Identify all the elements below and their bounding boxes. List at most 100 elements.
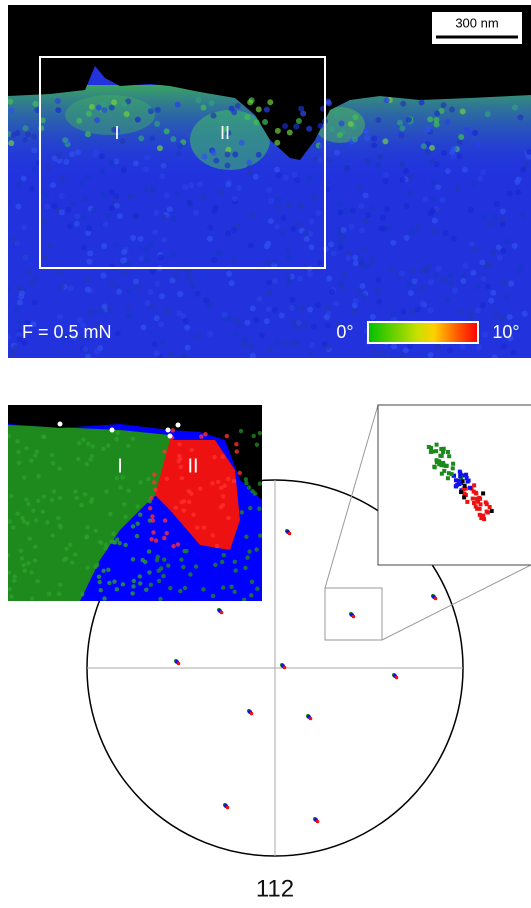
pixel — [458, 474, 462, 478]
pixel — [372, 349, 378, 355]
pixel — [168, 351, 174, 357]
pixel — [121, 101, 127, 107]
pixel — [17, 460, 21, 464]
pixel — [516, 268, 522, 274]
pixel — [477, 176, 483, 182]
pixel — [457, 139, 463, 145]
pixel — [158, 597, 162, 601]
pixel — [307, 306, 313, 312]
pole — [220, 611, 224, 615]
pixel — [458, 470, 462, 474]
pixel — [41, 254, 47, 260]
pixel — [439, 197, 445, 203]
pixel — [265, 259, 271, 265]
pixel — [266, 187, 272, 193]
pixel — [304, 236, 310, 242]
pixel — [363, 218, 369, 224]
pixel — [437, 459, 441, 463]
pixel — [94, 529, 98, 533]
pixel — [308, 349, 314, 355]
pixel — [329, 126, 335, 132]
pixel — [189, 283, 195, 289]
pixel — [337, 239, 343, 245]
pixel — [147, 570, 151, 574]
pixel — [6, 199, 12, 205]
pixel — [155, 558, 159, 562]
pixel — [434, 449, 438, 453]
pixel — [235, 103, 241, 109]
pixel — [463, 484, 467, 488]
pixel — [33, 101, 39, 107]
pixel — [113, 242, 119, 248]
pixel — [161, 237, 167, 243]
pixel — [248, 243, 254, 249]
pixel — [363, 192, 369, 198]
pixel — [69, 151, 75, 157]
pixel — [447, 272, 453, 278]
pixel — [247, 99, 253, 105]
pixel — [26, 561, 30, 565]
pixel — [468, 315, 474, 321]
pixel — [97, 574, 101, 578]
pixel — [143, 247, 149, 253]
pixel — [59, 209, 65, 215]
pixel — [211, 533, 215, 537]
pixel — [59, 284, 65, 290]
colorbar-max: 10° — [492, 322, 519, 342]
pixel — [52, 489, 56, 493]
pixel — [33, 558, 37, 562]
page: I II 300 nm F = 0.5 mN 0° 10° 112 I II (… — [0, 0, 531, 908]
pixel — [50, 182, 56, 188]
pixel — [352, 136, 358, 142]
pixel — [225, 434, 229, 438]
pixel — [73, 552, 77, 556]
pixel — [318, 123, 324, 129]
pixel — [399, 125, 405, 131]
pixel — [451, 466, 455, 470]
pixel — [430, 208, 436, 214]
pixel — [33, 453, 37, 457]
pixel — [232, 332, 238, 338]
pixel — [365, 263, 371, 269]
marker — [58, 422, 63, 427]
pixel — [202, 154, 208, 160]
pixel — [481, 214, 487, 220]
pole — [309, 717, 313, 721]
pixel — [42, 494, 46, 498]
pixel — [469, 241, 475, 247]
pixel — [154, 315, 160, 321]
pixel — [101, 192, 107, 198]
pixel — [298, 106, 304, 112]
pixel — [359, 227, 365, 233]
pixel — [339, 121, 345, 127]
pixel — [36, 474, 40, 478]
pixel — [177, 442, 181, 446]
pixel — [164, 128, 170, 134]
pixel — [140, 558, 144, 562]
pixel — [31, 134, 37, 140]
pixel — [390, 311, 396, 317]
pixel — [272, 307, 278, 313]
pixel — [360, 262, 366, 268]
pixel — [452, 287, 458, 293]
pixel — [81, 245, 87, 251]
pixel — [8, 108, 14, 114]
pixel — [138, 480, 142, 484]
pixel — [430, 450, 434, 454]
pixel — [104, 489, 108, 493]
pixel — [154, 350, 160, 356]
pixel — [302, 322, 308, 328]
pixel — [480, 276, 486, 282]
pixel — [496, 244, 502, 250]
pixel — [420, 300, 426, 306]
pixel — [425, 149, 431, 155]
pixel — [258, 533, 262, 537]
pixel — [150, 186, 156, 192]
pixel — [101, 107, 107, 113]
pixel — [119, 485, 123, 489]
pixel — [388, 267, 394, 273]
pixel — [285, 248, 291, 254]
pixel — [306, 175, 312, 181]
pixel — [82, 346, 88, 352]
pixel — [468, 207, 474, 213]
